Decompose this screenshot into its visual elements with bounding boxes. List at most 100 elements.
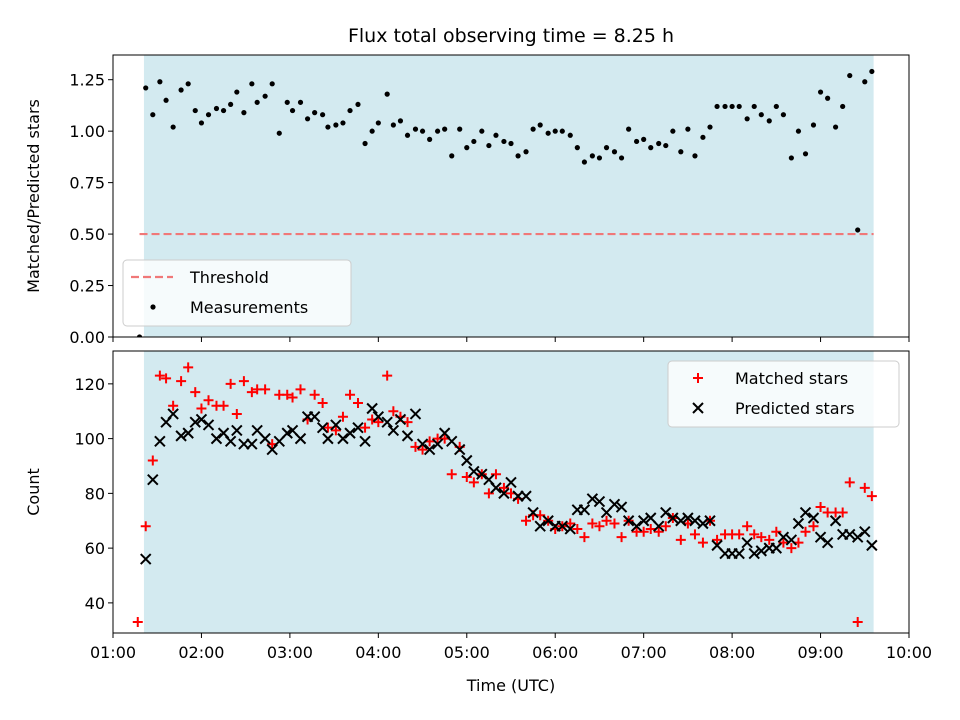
data-point [866,491,877,502]
data-point [225,378,236,389]
data-point [866,539,878,552]
data-point [593,495,606,508]
data-point [567,132,573,138]
x-tick-label: 09:00 [798,643,844,662]
data-point [615,501,628,513]
data-point [287,392,298,403]
data-point [626,126,632,132]
data-point [729,103,735,110]
data-point [337,411,348,422]
data-point [178,87,184,93]
data-point [508,140,514,147]
data-point [442,126,448,132]
legend-marker-plus [693,373,703,383]
data-point [689,515,701,527]
data-point [637,515,650,527]
data-point [163,97,169,103]
data-point [758,112,764,118]
data-point [202,419,215,431]
data-point [312,110,318,116]
data-point [483,488,494,499]
data-point [501,138,507,145]
data-point [829,515,842,527]
data-point [670,128,676,134]
data-point [254,99,260,105]
data-point [471,138,477,145]
data-point [521,515,532,526]
data-point [692,153,698,159]
data-point [817,89,824,95]
data-point [645,523,656,534]
ratio-panel: 0.00 0.25 0.50 0.75 1.00 1.25 Matched/Predicte… [24,25,910,347]
data-point [419,128,426,134]
data-point [837,507,848,518]
data-point [596,155,603,161]
data-point [505,476,517,489]
data-point [373,417,384,428]
x-tick-label: 01:00 [90,643,136,662]
data-point [862,79,868,85]
legend-box [667,360,900,428]
data-point [150,112,156,118]
data-point [778,537,789,548]
data-point [559,128,565,134]
data-point [832,124,839,130]
y-tick-label: 80 [85,484,105,503]
data-point [476,468,488,480]
data-point [140,521,151,532]
data-point [490,469,501,480]
data-point [136,334,143,337]
data-point [337,432,349,445]
data-point [748,547,760,560]
data-point [855,227,861,233]
data-point [486,142,492,149]
data-point [733,547,745,560]
data-point [808,521,819,532]
data-point [404,132,411,138]
data-point [527,506,539,519]
y-tick-label: 0.50 [69,225,105,244]
data-point [479,128,485,134]
data-point [678,149,684,155]
data-point [322,422,333,433]
data-point [712,534,723,545]
data-point [579,532,590,543]
data-point [700,134,706,140]
data-point [498,487,510,500]
data-point [195,413,208,426]
data-point [564,523,576,535]
data-point [431,438,444,450]
data-point [537,122,543,128]
data-point [320,112,326,118]
data-point [190,387,201,398]
data-point [394,413,407,426]
data-point [802,151,809,157]
plot-area [136,68,875,337]
data-point [416,438,429,450]
data-point [189,416,201,428]
data-point [147,473,159,486]
data-point [622,515,635,527]
x-tick-label: 10:00 [886,643,932,662]
data-point [192,107,198,114]
data-point [157,79,163,85]
data-point [685,126,691,132]
axes-frame [112,350,910,634]
data-point [771,526,782,537]
data-point [869,68,875,75]
data-point [397,118,404,124]
data-point [246,438,258,450]
data-point [382,370,393,381]
data-point [168,400,179,411]
data-point [814,531,827,543]
data-point [751,103,757,110]
data-point [663,142,669,149]
data-point [648,145,654,151]
data-point [276,130,282,136]
data-point [228,101,234,108]
data-point [366,402,378,415]
data-point [246,387,257,398]
data-point [581,159,588,165]
data-point [545,130,551,136]
series-measurements [136,68,875,337]
